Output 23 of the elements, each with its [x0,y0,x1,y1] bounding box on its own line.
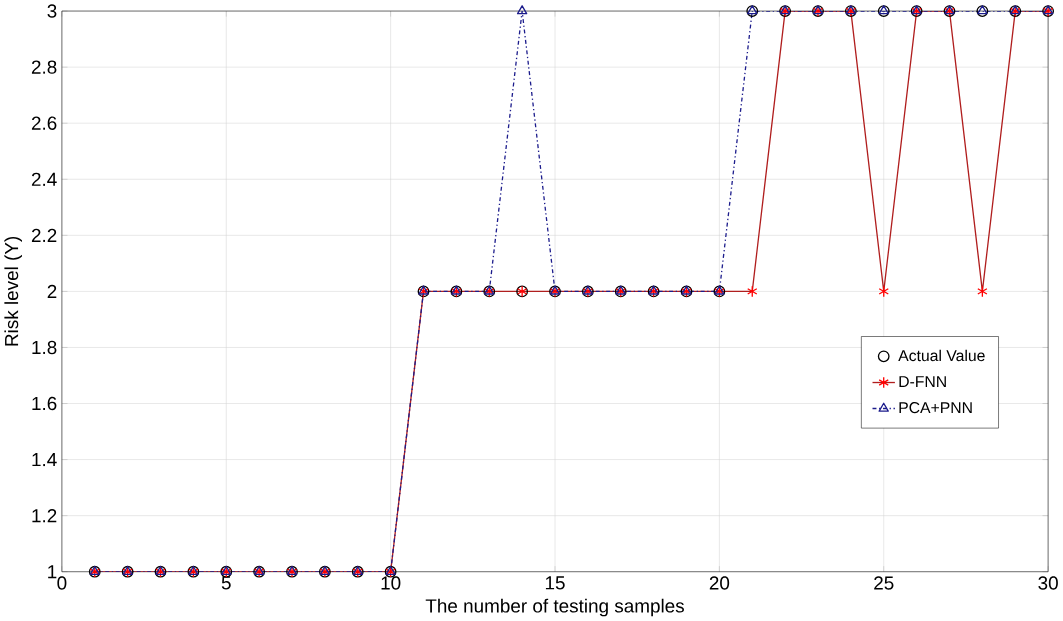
x-tick-label: 20 [709,576,730,590]
x-tick-label: 10 [381,576,401,590]
y-tick-label: 2 [47,284,57,299]
x-axis-title: The number of testing samples [425,598,684,617]
y-tick-label: 2.2 [31,228,57,243]
y-tick-label: 2.8 [31,60,57,74]
y-tick-label: 1.6 [32,396,57,411]
point [516,5,528,15]
y-tick-label: 2.4 [31,172,57,186]
y-tick-label: 2.6 [31,116,57,131]
y-axis-title: Risk level (Y) [4,237,22,346]
y-tick-label: 1 [48,565,57,579]
y-tick-label: 3 [47,4,57,18]
x-tick-label: 25 [874,576,894,590]
legend-label: D-FNN [899,376,946,388]
y-tick-label: 1.4 [32,453,57,467]
x-tick-label: 30 [1038,576,1058,590]
legend-label: Actual Value [898,349,985,362]
legend-label: PCA+PNN [899,402,972,414]
y-tick-label: 1.2 [32,509,57,523]
y-tick-label: 1.8 [32,340,57,355]
x-tick-label: 0 [57,576,67,590]
x-tick-label: 15 [545,576,565,590]
